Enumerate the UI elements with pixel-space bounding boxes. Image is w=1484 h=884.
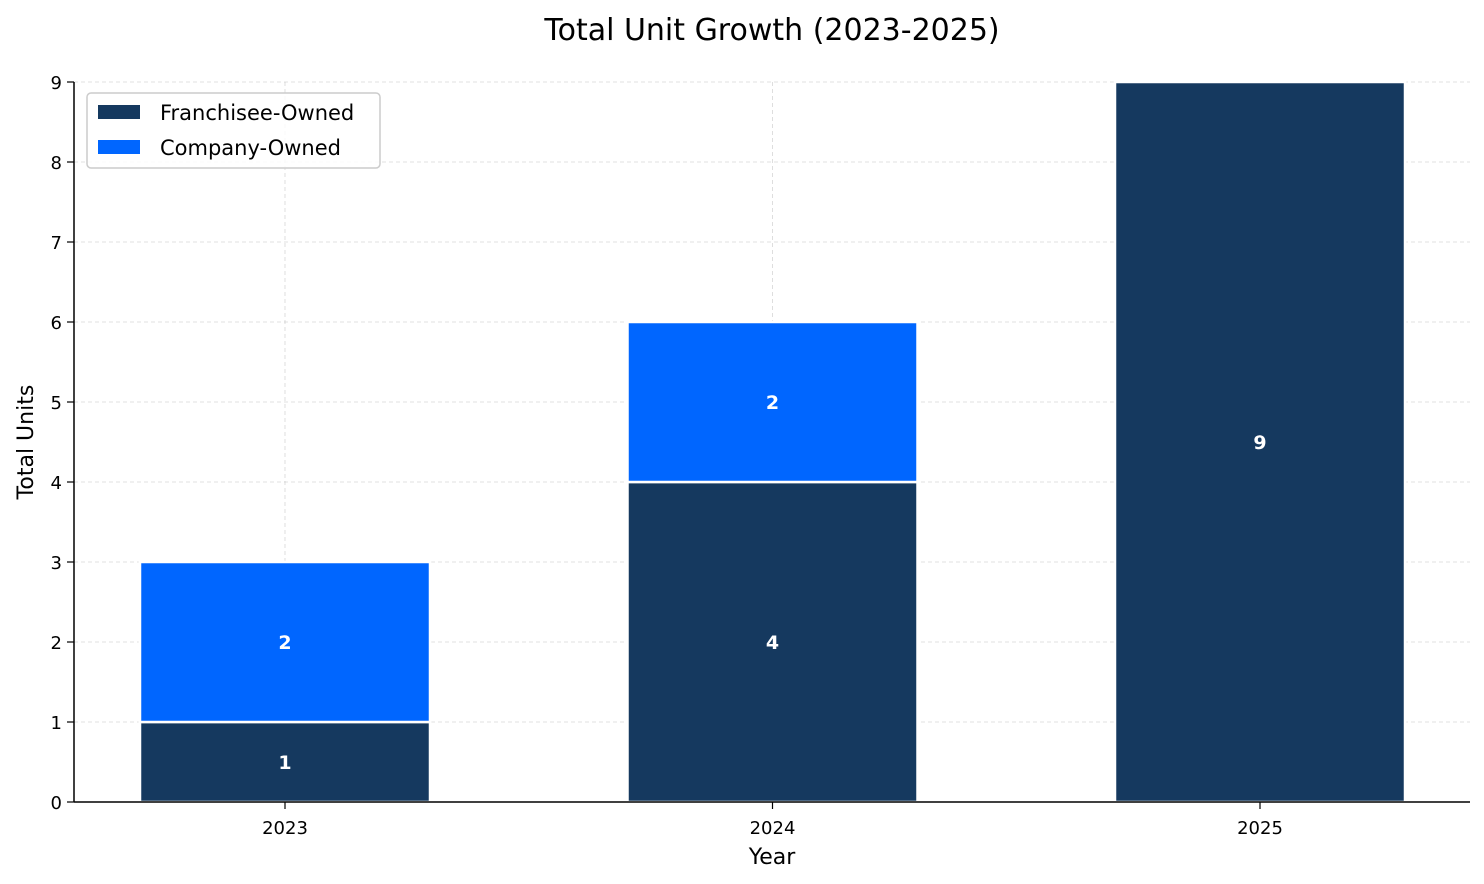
data-label-franchisee-owned-2023: 1 [278,752,291,774]
data-label-company-owned-2024: 2 [766,392,779,414]
data-label-franchisee-owned-2024: 4 [766,632,779,654]
bars [138,80,1407,804]
legend-label-company-owned: Company-Owned [160,136,341,160]
x-tick-label: 2023 [262,818,308,839]
legend-swatch-company-owned [98,140,140,154]
y-tick-label: 8 [51,153,62,174]
bar-franchisee-owned-2024 [626,480,919,804]
y-tick-label: 4 [51,473,62,494]
y-tick-label: 1 [51,713,62,734]
y-tick-label: 3 [51,553,62,574]
data-label-company-owned-2023: 2 [278,632,291,654]
y-tick-label: 2 [51,633,62,654]
bar-company-owned-2023 [138,560,432,724]
legend-frame [86,92,381,169]
y-tick-label: 9 [51,73,62,94]
data-labels: 1 2 4 2 9 [278,392,1266,774]
chart-title: Total Unit Growth (2023-2025) [543,13,999,48]
legend-swatch-franchisee-owned [98,105,140,119]
x-tick-label: 2025 [1237,818,1283,839]
legend-label-franchisee-owned: Franchisee-Owned [160,101,354,125]
y-ticks: 0 1 2 3 4 5 6 7 8 9 [51,73,74,814]
x-axis-label: Year [748,845,797,870]
bar-franchisee-owned-2023 [138,720,432,804]
legend: Franchisee-Owned Company-Owned [86,92,381,169]
bar-franchisee-owned-2025 [1113,80,1407,804]
bar-company-owned-2024 [626,320,919,484]
y-tick-label: 7 [51,233,62,254]
x-ticks: 2023 2024 2025 [262,802,1283,839]
y-tick-label: 0 [51,793,62,814]
y-tick-label: 5 [51,393,62,414]
y-tick-label: 6 [51,313,62,334]
y-axis-label: Total Units [14,385,39,501]
data-label-franchisee-owned-2025: 9 [1253,432,1266,454]
x-tick-label: 2024 [750,818,796,839]
